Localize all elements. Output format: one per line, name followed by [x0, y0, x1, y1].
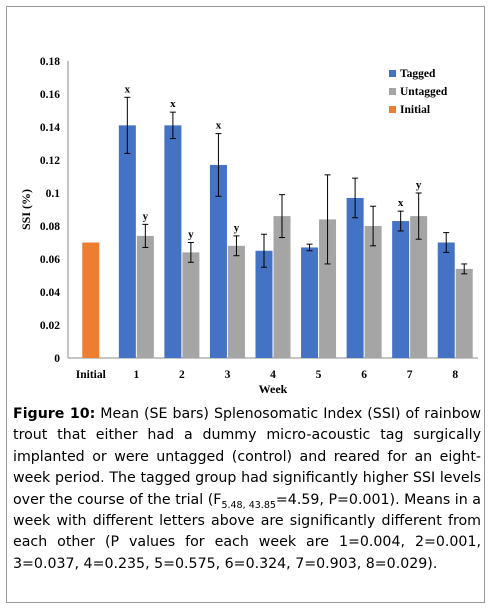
caption-text-1: Mean (SE bars) Splenosomatic Index (SSI)… — [13, 406, 481, 508]
figure-caption: Figure 10: Mean (SE bars) Splenosomatic … — [13, 404, 481, 575]
significance-letter: x — [216, 120, 222, 132]
bar-tagged-week-3 — [209, 164, 227, 358]
y-tick-label: 0.08 — [40, 221, 60, 233]
significance-letter: x — [125, 83, 131, 95]
bar-tagged-week-7 — [392, 221, 410, 358]
y-tick-label: 0.16 — [40, 89, 60, 101]
y-tick-label: 0.1 — [46, 188, 61, 200]
legend-label-tagged: Tagged — [400, 68, 436, 80]
bar-tagged-week-5 — [301, 247, 319, 358]
y-tick-label: 0.14 — [40, 122, 60, 134]
y-tick-label: 0.06 — [40, 254, 60, 266]
bar-tagged-week-2 — [164, 125, 182, 358]
bar-tagged-week-8 — [437, 242, 455, 358]
y-tick-label: 0.02 — [40, 320, 60, 332]
bar-untagged-week-5 — [319, 219, 337, 358]
significance-letter: y — [416, 179, 422, 191]
bar-tagged-week-6 — [346, 197, 364, 358]
x-tick-label: 4 — [270, 369, 276, 381]
bar-untagged-week-3 — [227, 245, 245, 358]
y-axis-title: SSI (%) — [19, 189, 33, 230]
bar-initial — [82, 242, 100, 358]
caption-text-2: =4.59, P=0.001). Means in a week with di… — [13, 491, 481, 572]
legend-label-initial: Initial — [400, 104, 430, 116]
y-tick-label: 0.18 — [40, 56, 60, 68]
x-tick-label: Initial — [76, 369, 106, 381]
bar-untagged-week-1 — [136, 235, 154, 358]
bar-untagged-week-6 — [364, 226, 382, 358]
x-axis-title: Week — [259, 382, 288, 396]
y-tick-label: 0.04 — [40, 287, 60, 299]
legend-swatch-untagged — [389, 88, 396, 95]
y-tick-label: 0 — [54, 353, 60, 365]
bar-untagged-week-7 — [410, 216, 428, 358]
x-tick-label: 2 — [179, 369, 185, 381]
bar-untagged-week-2 — [182, 252, 200, 358]
significance-letter: y — [188, 229, 194, 241]
bar-tagged-week-1 — [118, 125, 136, 358]
bar-untagged-week-4 — [273, 216, 291, 358]
x-tick-label: 7 — [407, 369, 413, 381]
legend-swatch-initial — [389, 106, 396, 113]
significance-letter: x — [398, 197, 404, 209]
legend-label-untagged: Untagged — [400, 86, 448, 98]
x-tick-label: 3 — [225, 369, 231, 381]
significance-letter: y — [143, 210, 149, 222]
x-tick-label: 6 — [361, 369, 367, 381]
x-tick-label: 8 — [452, 369, 458, 381]
bar-untagged-week-8 — [455, 268, 473, 358]
significance-letter: x — [170, 98, 176, 110]
bar-tagged-week-4 — [255, 250, 273, 358]
caption-subscript: 5.48, 43.85 — [221, 499, 276, 511]
x-tick-label: 1 — [133, 369, 139, 381]
significance-letter: y — [234, 222, 240, 234]
figure-label: Figure 10: — [13, 406, 96, 422]
x-tick-label: 5 — [316, 369, 322, 381]
y-tick-label: 0.12 — [40, 155, 60, 167]
ssi-bar-chart: 0 0.02 0.04 0.06 0.08 0.1 0.12 0.14 0.16 0.18 SSI … — [19, 56, 478, 396]
legend-swatch-tagged — [389, 70, 396, 77]
